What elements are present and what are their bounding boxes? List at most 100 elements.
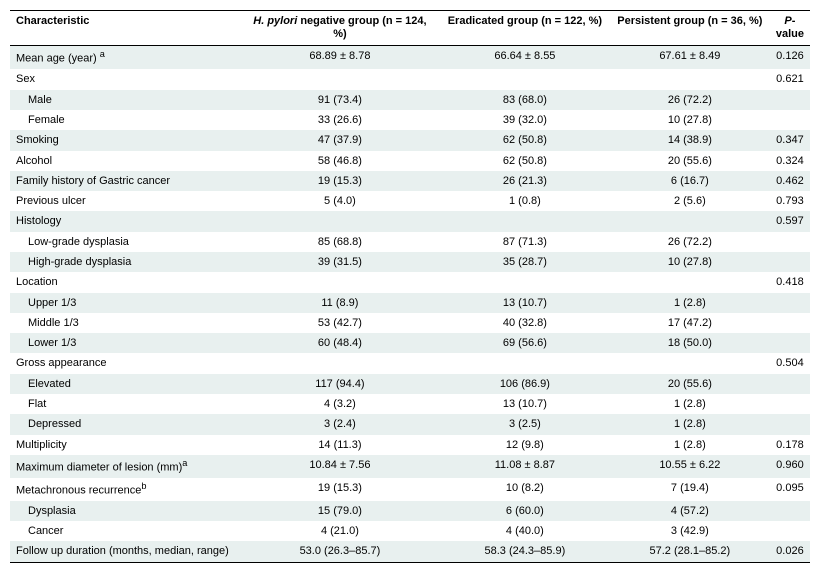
cell-value: 91 (73.4) [240,90,440,110]
cell-value: 4 (21.0) [240,521,440,541]
table-row: High-grade dysplasia39 (31.5)35 (28.7)10… [10,252,810,272]
cell-value: 13 (10.7) [440,394,610,414]
cell-value [610,353,770,373]
cell-value: 57.2 (28.1–85.2) [610,541,770,562]
cell-characteristic: Flat [10,394,240,414]
cell-characteristic: Histology [10,211,240,231]
cell-characteristic: Gross appearance [10,353,240,373]
cell-value [440,211,610,231]
table-row: Dysplasia15 (79.0)6 (60.0)4 (57.2) [10,501,810,521]
table-row: Sex0.621 [10,69,810,89]
column-header-0: Characteristic [10,11,240,46]
cell-characteristic: Multiplicity [10,435,240,455]
cell-value: 53 (42.7) [240,313,440,333]
cell-characteristic: Dysplasia [10,501,240,521]
cell-value: 3 (42.9) [610,521,770,541]
cell-value: 0.126 [770,46,810,69]
cell-value: 20 (55.6) [610,151,770,171]
cell-value: 7 (19.4) [610,478,770,501]
cell-value: 68.89 ± 8.78 [240,46,440,69]
cell-value: 0.462 [770,171,810,191]
cell-value: 40 (32.8) [440,313,610,333]
cell-value: 0.793 [770,191,810,211]
cell-value: 117 (94.4) [240,374,440,394]
cell-value: 39 (32.0) [440,110,610,130]
column-header-1: H. pylori negative group (n = 124, %) [240,11,440,46]
cell-value [770,110,810,130]
cell-characteristic: Middle 1/3 [10,313,240,333]
table-row: Lower 1/360 (48.4)69 (56.6)18 (50.0) [10,333,810,353]
cell-value: 20 (55.6) [610,374,770,394]
cell-value [610,211,770,231]
cell-characteristic: Elevated [10,374,240,394]
cell-value: 26 (72.2) [610,90,770,110]
cell-value: 53.0 (26.3–85.7) [240,541,440,562]
cell-value [440,272,610,292]
cell-value: 0.347 [770,130,810,150]
cell-value: 83 (68.0) [440,90,610,110]
table-row: Mean age (year) a68.89 ± 8.7866.64 ± 8.5… [10,46,810,69]
cell-value: 87 (71.3) [440,232,610,252]
cell-value: 60 (48.4) [240,333,440,353]
table-row: Elevated117 (94.4)106 (86.9)20 (55.6) [10,374,810,394]
table-row: Cancer4 (21.0)4 (40.0)3 (42.9) [10,521,810,541]
cell-characteristic: Sex [10,69,240,89]
cell-value: 10 (8.2) [440,478,610,501]
cell-characteristic: Cancer [10,521,240,541]
cell-value: 69 (56.6) [440,333,610,353]
cell-characteristic: Previous ulcer [10,191,240,211]
cell-value: 35 (28.7) [440,252,610,272]
cell-value: 1 (2.8) [610,394,770,414]
cell-value: 0.095 [770,478,810,501]
cell-value: 0.597 [770,211,810,231]
cell-value [770,232,810,252]
cell-value [440,69,610,89]
cell-value: 62 (50.8) [440,130,610,150]
cell-value: 67.61 ± 8.49 [610,46,770,69]
cell-value: 11.08 ± 8.87 [440,455,610,478]
table-body: Mean age (year) a68.89 ± 8.7866.64 ± 8.5… [10,46,810,562]
cell-value: 39 (31.5) [240,252,440,272]
column-header-2: Eradicated group (n = 122, %) [440,11,610,46]
cell-value: 19 (15.3) [240,478,440,501]
table-row: Depressed3 (2.4)3 (2.5)1 (2.8) [10,414,810,434]
cell-value: 6 (60.0) [440,501,610,521]
cell-value [770,313,810,333]
cell-value: 2 (5.6) [610,191,770,211]
cell-value: 12 (9.8) [440,435,610,455]
cell-value [240,69,440,89]
cell-value: 0.324 [770,151,810,171]
cell-characteristic: Location [10,272,240,292]
cell-value: 11 (8.9) [240,293,440,313]
cell-value [770,521,810,541]
cell-value [240,272,440,292]
cell-characteristic: Female [10,110,240,130]
cell-value: 0.178 [770,435,810,455]
cell-characteristic: Mean age (year) a [10,46,240,69]
cell-value: 106 (86.9) [440,374,610,394]
cell-value: 3 (2.5) [440,414,610,434]
cell-value: 1 (0.8) [440,191,610,211]
cell-value: 0.504 [770,353,810,373]
table-row: Female33 (26.6)39 (32.0)10 (27.8) [10,110,810,130]
cell-value: 33 (26.6) [240,110,440,130]
cell-characteristic: Follow up duration (months, median, rang… [10,541,240,562]
characteristics-table: CharacteristicH. pylori negative group (… [10,10,810,563]
table-row: Maximum diameter of lesion (mm)a10.84 ± … [10,455,810,478]
table-row: Follow up duration (months, median, rang… [10,541,810,562]
cell-value: 14 (38.9) [610,130,770,150]
cell-characteristic: Low-grade dysplasia [10,232,240,252]
table-row: Previous ulcer5 (4.0)1 (0.8)2 (5.6)0.793 [10,191,810,211]
cell-value [610,69,770,89]
cell-characteristic: Maximum diameter of lesion (mm)a [10,455,240,478]
cell-value [770,90,810,110]
table-row: Multiplicity14 (11.3)12 (9.8)1 (2.8)0.17… [10,435,810,455]
cell-value: 4 (57.2) [610,501,770,521]
table-row: Metachronous recurrenceb19 (15.3)10 (8.2… [10,478,810,501]
table-row: Gross appearance 0.504 [10,353,810,373]
cell-value: 1 (2.8) [610,435,770,455]
cell-value: 26 (21.3) [440,171,610,191]
cell-value: 10 (27.8) [610,252,770,272]
cell-value [770,252,810,272]
table-row: Upper 1/311 (8.9)13 (10.7)1 (2.8) [10,293,810,313]
